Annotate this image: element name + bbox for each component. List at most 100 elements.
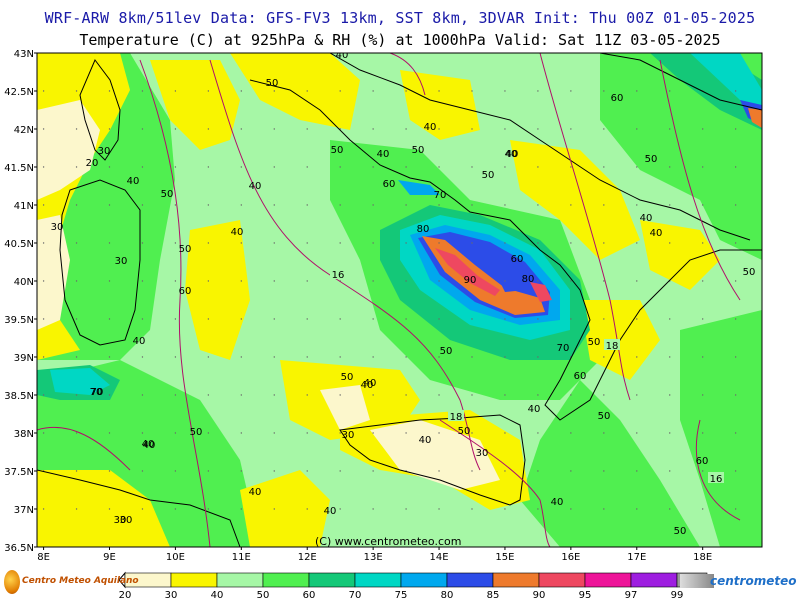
- legend-tick-label: 95: [579, 590, 592, 600]
- grid-point: [405, 90, 407, 92]
- grid-point: [240, 432, 243, 434]
- rh-band-85-adriatic: [748, 108, 762, 128]
- grid-point: [339, 508, 341, 510]
- grid-point: [570, 280, 572, 282]
- lon-label: 10E: [166, 552, 185, 563]
- grid-point: [174, 394, 177, 396]
- grid-point: [603, 432, 605, 434]
- grid-point: [603, 394, 605, 396]
- rh-contour-label: 30: [476, 448, 489, 459]
- grid-point: [405, 242, 407, 244]
- grid-point: [207, 280, 210, 282]
- grid-point: [339, 90, 341, 92]
- rh-band-30-tunisia: [37, 470, 170, 547]
- grid-point: [636, 204, 638, 206]
- grid-point: [734, 90, 737, 92]
- lon-label: 14E: [430, 552, 449, 563]
- grid-point: [174, 242, 177, 244]
- grid-point: [471, 470, 473, 472]
- grid-point: [42, 204, 45, 206]
- grid-point: [701, 318, 704, 320]
- temp-contour-16: [209, 59, 481, 471]
- grid-point: [207, 128, 210, 130]
- lon-label: 18E: [693, 552, 712, 563]
- rh-contour-label: 50: [190, 427, 203, 438]
- rh-contour-label: 60: [511, 254, 524, 265]
- grid-point: [405, 432, 407, 434]
- rh-contour-label: 70: [91, 387, 104, 398]
- temp-contour-adriatic: [659, 59, 741, 301]
- grid-point: [701, 508, 704, 510]
- grid-point: [669, 128, 671, 130]
- grid-point: [504, 280, 506, 282]
- grid-point: [240, 90, 243, 92]
- map-frame: [36, 52, 763, 548]
- temp-label-bg: [708, 472, 724, 483]
- grid-point: [306, 204, 308, 206]
- grid-point: [108, 508, 111, 510]
- lon-label: 17E: [627, 552, 646, 563]
- rh-contour-label: 40: [231, 227, 244, 238]
- grid-point: [405, 508, 407, 510]
- grid-point: [405, 318, 407, 320]
- grid-point: [734, 318, 737, 320]
- legend-tick-label: 85: [487, 590, 500, 600]
- grid-point: [504, 470, 506, 472]
- lat-label: 39.5N: [4, 315, 34, 326]
- grid-point: [75, 204, 78, 206]
- rh-contour-label: 60: [611, 93, 624, 104]
- grid-point: [42, 128, 45, 130]
- rh-contour-label: 20: [86, 158, 99, 169]
- grid-point: [273, 204, 275, 206]
- lat-label: 38N: [14, 429, 34, 440]
- lat-label: 40N: [14, 277, 34, 288]
- grid-point: [438, 166, 440, 168]
- grid-point: [240, 508, 243, 510]
- grid-point: [108, 166, 111, 168]
- grid-point: [734, 280, 737, 282]
- grid-point: [141, 508, 144, 510]
- rh-contour-label: 50: [458, 426, 471, 437]
- grid-point: [306, 166, 308, 168]
- legend-tick-label: 80: [441, 590, 454, 600]
- lat-label: 41N: [14, 201, 34, 212]
- grid-point: [471, 90, 473, 92]
- rh-band-75-gaeta: [398, 180, 440, 195]
- lat-label: 41.5N: [4, 163, 34, 174]
- grid-point: [636, 318, 638, 320]
- rh-contour-label: 30: [51, 222, 64, 233]
- grid-point: [174, 356, 177, 358]
- coast-tunisia: [37, 469, 241, 547]
- title-line-1: WRF-ARW 8km/51lev Data: GFS-FV3 13km, SS…: [44, 9, 756, 27]
- rh-contour-label: 40: [650, 228, 663, 239]
- grid-point: [636, 356, 638, 358]
- grid-point: [372, 280, 374, 282]
- grid-point: [240, 318, 243, 320]
- grid-point: [108, 204, 111, 206]
- rh-contour-label: 50: [161, 189, 174, 200]
- legend-tick-label: 50: [257, 590, 270, 600]
- grid-point: [570, 432, 572, 434]
- grid-point: [603, 242, 605, 244]
- grid-point: [734, 508, 737, 510]
- grid-point: [636, 242, 638, 244]
- grid-point: [537, 204, 539, 206]
- grid-point: [207, 204, 210, 206]
- grid-point: [207, 432, 210, 434]
- rh-contour-label: 40: [551, 497, 564, 508]
- grid-point: [636, 432, 638, 434]
- lon-label: 16E: [561, 552, 580, 563]
- grid-point: [240, 242, 243, 244]
- grid-point: [405, 166, 407, 168]
- rh-band-30-tuscany: [230, 53, 360, 130]
- grid-point: [141, 90, 144, 92]
- grid-point: [273, 432, 275, 434]
- grid-point: [570, 128, 572, 130]
- grid-point: [471, 166, 473, 168]
- temp-contour-sicily: [439, 419, 551, 547]
- temp-contour-18-east: [539, 53, 631, 401]
- grid-point: [339, 166, 341, 168]
- grid-point: [636, 508, 638, 510]
- grid-point: [306, 432, 308, 434]
